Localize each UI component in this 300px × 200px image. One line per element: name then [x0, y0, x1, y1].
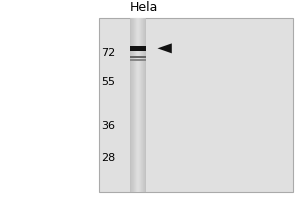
Bar — [130, 46, 146, 51]
Bar — [130, 56, 146, 58]
Bar — [145, 18, 146, 192]
Bar — [132, 18, 133, 192]
Bar — [136, 18, 137, 192]
Bar — [143, 18, 144, 192]
Bar — [137, 18, 138, 192]
Bar — [139, 18, 140, 192]
FancyBboxPatch shape — [99, 18, 293, 192]
Bar — [141, 18, 142, 192]
Text: Hela: Hela — [130, 1, 158, 14]
Text: 55: 55 — [102, 77, 116, 87]
Text: 28: 28 — [101, 153, 116, 163]
Polygon shape — [158, 43, 172, 53]
Text: 36: 36 — [102, 121, 116, 131]
Bar — [135, 18, 136, 192]
Bar — [140, 18, 141, 192]
Bar — [134, 18, 135, 192]
Text: 72: 72 — [101, 48, 116, 58]
Bar — [130, 18, 131, 192]
Bar — [133, 18, 134, 192]
Bar — [144, 18, 145, 192]
Bar — [142, 18, 143, 192]
Bar — [138, 18, 139, 192]
Bar — [130, 59, 146, 61]
Bar — [131, 18, 132, 192]
